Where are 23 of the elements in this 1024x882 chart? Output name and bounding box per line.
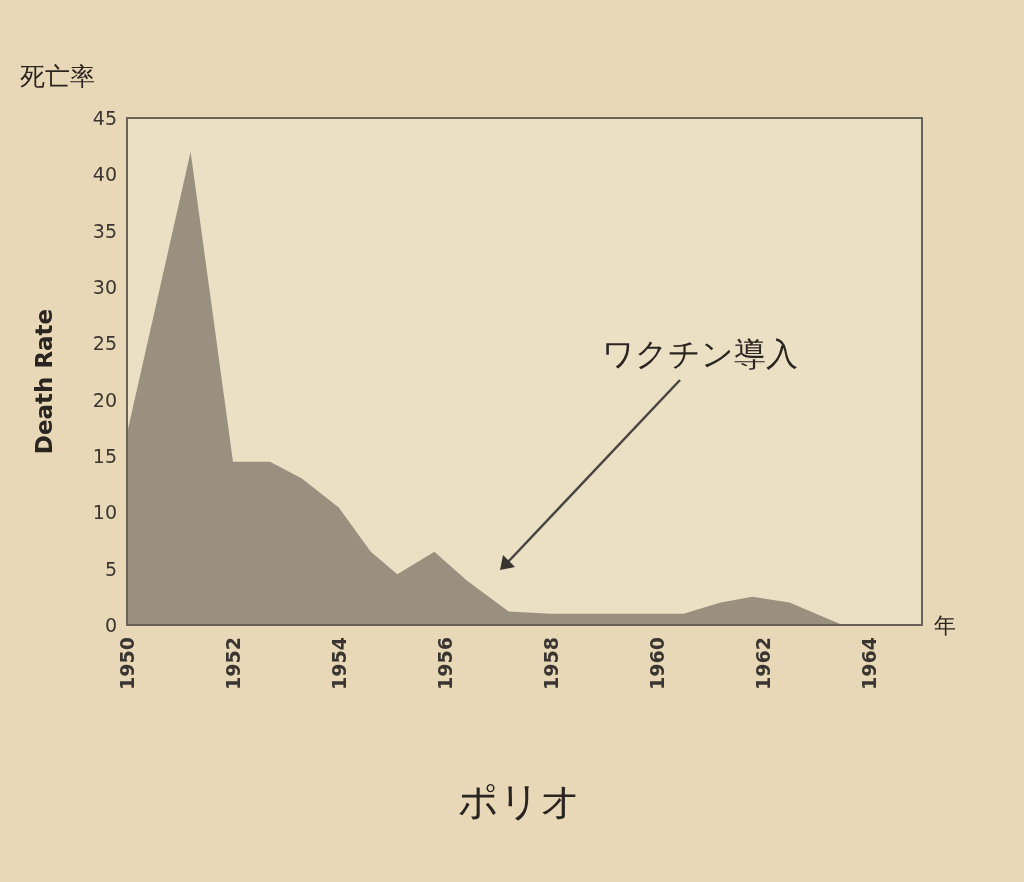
- x-tick-label: 1964: [858, 637, 880, 690]
- y-tick-label: 20: [92, 388, 117, 411]
- x-tick-label: 1962: [752, 637, 774, 690]
- x-tick-label: 1950: [116, 637, 138, 690]
- x-axis-title: 年: [934, 613, 956, 638]
- y-tick-label: 15: [92, 445, 117, 467]
- y-tick-label: 25: [92, 332, 117, 355]
- y-tick-label: 10: [92, 501, 117, 524]
- x-tick-label: 1960: [646, 637, 668, 690]
- x-tick-label: 1956: [434, 637, 456, 690]
- y-tick-label: 5: [104, 557, 117, 580]
- text: ポリオ: [458, 778, 581, 824]
- y-axis-title: Death Rate: [31, 308, 57, 455]
- y-tick-label: 35: [92, 219, 117, 242]
- text: 死亡率: [20, 62, 95, 91]
- x-tick-label: 1954: [328, 637, 350, 690]
- y-tick-label: 0: [104, 614, 117, 636]
- annotation: ワクチン導入: [602, 335, 798, 373]
- y-tick-label: 40: [92, 163, 117, 186]
- x-tick-label: 1958: [540, 637, 562, 690]
- y-tick-label: 30: [92, 276, 117, 298]
- y-tick-label: 45: [92, 107, 117, 129]
- x-tick-label: 1952: [222, 637, 244, 690]
